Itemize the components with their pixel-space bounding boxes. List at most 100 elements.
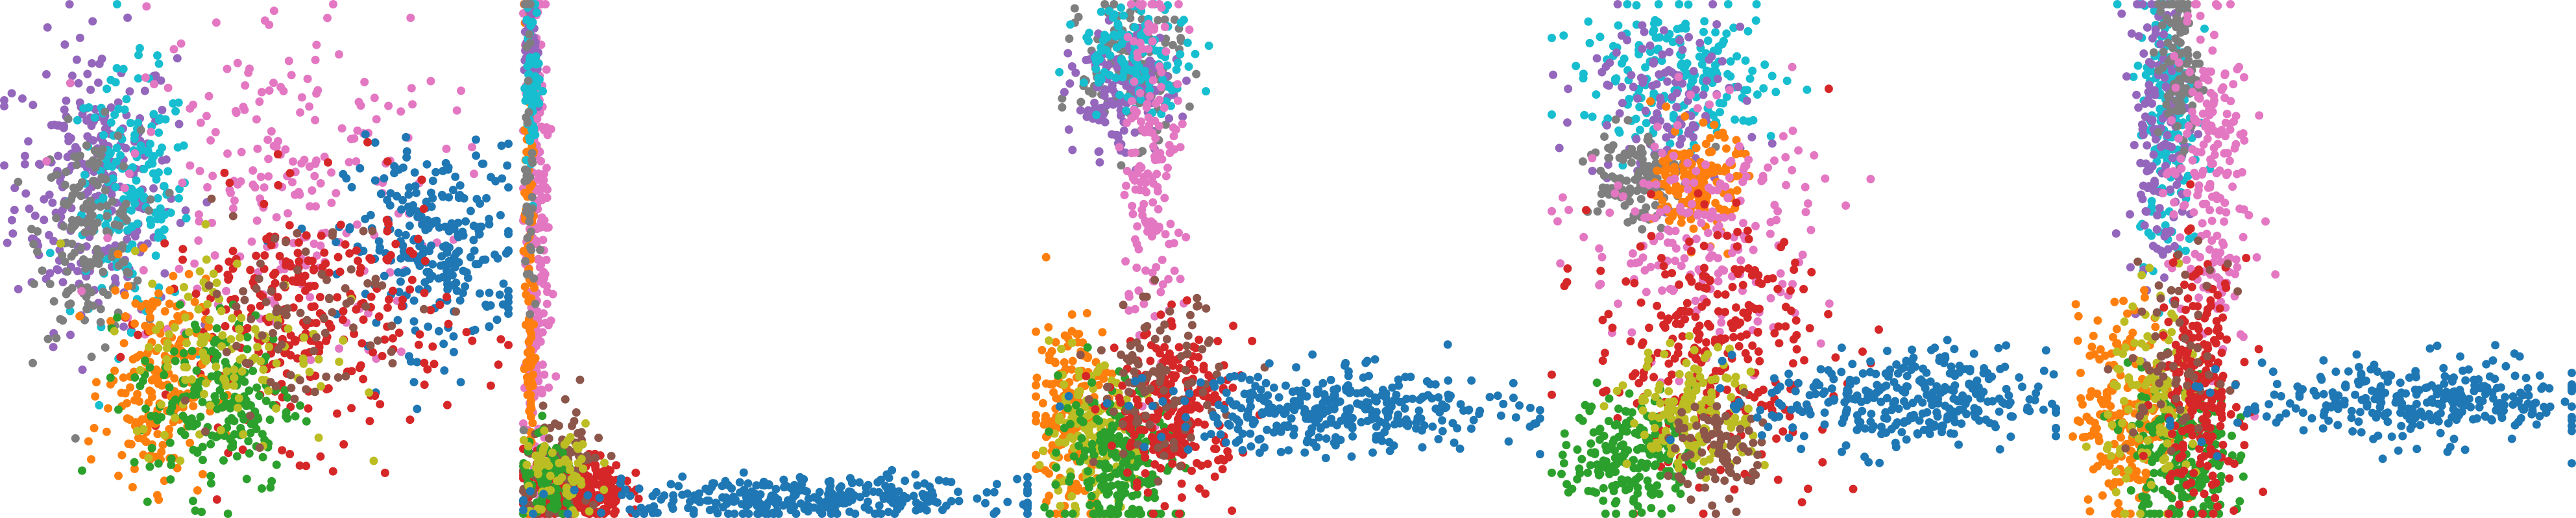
scatter-point-cat7 <box>77 243 86 253</box>
scatter-point-cat3 <box>419 204 428 214</box>
scatter-point-cat8 <box>176 456 185 465</box>
scatter-point-cat8 <box>1038 446 1047 455</box>
scatter-point-cat8 <box>272 359 281 368</box>
scatter-point-cat4 <box>58 278 67 287</box>
scatter-point-cat9 <box>136 141 145 150</box>
scatter-point-cat4 <box>175 119 184 129</box>
scatter-point-cat2 <box>206 479 215 488</box>
scatter-point-cat2 <box>198 397 207 406</box>
scatter-point-cat3 <box>1110 343 1119 352</box>
scatter-point-cat4 <box>88 17 97 26</box>
scatter-point-cat4 <box>1067 62 1076 71</box>
scatter-point-cat3 <box>358 339 367 348</box>
scatter-point-cat6 <box>204 92 213 101</box>
scatter-point-cat4 <box>1108 81 1117 90</box>
scatter-point-cat2 <box>165 438 175 447</box>
scatter-point-cat0 <box>454 230 463 239</box>
scatter-point-cat6 <box>534 169 543 178</box>
scatter-point-cat9 <box>173 143 182 152</box>
scatter-point-cat5 <box>567 421 576 430</box>
scatter-point-cat0 <box>877 510 886 518</box>
scatter-point-cat6 <box>312 40 321 49</box>
scatter-point-cat3 <box>384 295 393 304</box>
scatter-point-cat2 <box>1100 443 1110 452</box>
scatter-point-cat6 <box>267 127 276 136</box>
scatter-point-cat0 <box>447 281 456 290</box>
scatter-point-cat6 <box>539 236 548 245</box>
scatter-point-cat0 <box>895 502 905 511</box>
scatter-point-cat2 <box>78 466 86 475</box>
scatter-point-cat0 <box>461 217 470 226</box>
scatter-point-cat7 <box>82 304 91 314</box>
scatter-point-cat1 <box>147 376 156 385</box>
scatter-point-cat7 <box>145 206 153 215</box>
scatter-point-cat2 <box>522 472 531 480</box>
scatter-point-cat9 <box>140 194 149 203</box>
scatter-point-cat9 <box>1115 90 1124 99</box>
scatter-point-cat4 <box>181 206 190 215</box>
scatter-point-cat5 <box>282 311 291 319</box>
scatter-point-cat3 <box>1201 489 1210 498</box>
scatter-point-cat2 <box>208 431 217 440</box>
scatter-point-cat6 <box>327 168 336 177</box>
scatter-point-cat6 <box>537 156 546 166</box>
scatter-point-cat6 <box>356 101 365 110</box>
scatter-point-cat2 <box>165 383 174 392</box>
scatter-point-cat3 <box>271 268 280 277</box>
scatter-point-cat8 <box>184 292 193 301</box>
scatter-point-cat2 <box>167 402 176 412</box>
scatter-point-cat3 <box>328 467 337 476</box>
scatter-point-cat8 <box>567 475 576 484</box>
scatter-point-cat2 <box>226 404 235 413</box>
scatter-point-cat0 <box>1245 389 1254 398</box>
scatter-point-cat6 <box>264 172 273 181</box>
scatter-point-cat3 <box>1169 374 1178 383</box>
scatter-point-cat9 <box>527 84 536 93</box>
scatter-point-cat4 <box>71 143 80 152</box>
scatter-point-cat9 <box>1117 3 1125 12</box>
scatter-point-cat6 <box>288 178 297 187</box>
scatter-point-cat5 <box>287 384 296 393</box>
scatter-point-cat8 <box>229 381 238 390</box>
scatter-point-cat2 <box>167 454 176 463</box>
scatter-point-cat7 <box>67 252 76 261</box>
scatter-point-cat0 <box>803 487 811 496</box>
scatter-point-cat3 <box>324 158 332 167</box>
scatter-point-cat6 <box>537 217 546 226</box>
scatter-point-cat2 <box>1040 503 1049 512</box>
scatter-point-cat3 <box>1148 510 1158 518</box>
scatter-point-cat0 <box>909 491 918 500</box>
scatter-point-cat0 <box>1303 436 1312 445</box>
scatter-point-cat2 <box>302 417 311 426</box>
scatter-point-cat0 <box>404 190 413 199</box>
scatter-point-cat4 <box>49 236 58 245</box>
scatter-point-cat2 <box>1105 431 1114 440</box>
scatter-point-cat5 <box>302 385 311 394</box>
scatter-point-cat0 <box>1269 383 1278 392</box>
scatter-point-cat2 <box>141 356 149 365</box>
scatter-point-cat6 <box>1182 232 1191 241</box>
scatter-point-cat4 <box>110 274 119 283</box>
scatter-point-cat0 <box>439 339 448 349</box>
scatter-point-cat3 <box>246 265 255 275</box>
scatter-point-cat5 <box>452 307 460 316</box>
scatter-point-cat5 <box>273 304 282 313</box>
scatter-point-cat3 <box>1140 330 1149 339</box>
scatter-point-cat0 <box>990 510 999 518</box>
scatter-point-cat6 <box>1155 95 1164 105</box>
scatter-point-cat3 <box>603 499 613 508</box>
scatter-point-cat3 <box>380 469 389 477</box>
scatter-point-cat0 <box>1023 489 1032 498</box>
scatter-point-cat2 <box>240 377 249 386</box>
scatter-point-cat9 <box>155 148 164 157</box>
scatter-point-cat2 <box>1121 481 1130 490</box>
scatter-point-cat9 <box>126 119 135 127</box>
scatter-point-cat0 <box>678 490 687 499</box>
scatter-point-cat6 <box>222 286 231 295</box>
scatter-point-cat3 <box>300 271 310 280</box>
scatter-point-cat6 <box>175 264 184 273</box>
scatter-point-cat6 <box>1155 62 1164 71</box>
scatter-point-cat8 <box>250 325 260 334</box>
scatter-point-cat3 <box>406 285 415 294</box>
scatter-point-cat5 <box>1142 386 1150 395</box>
